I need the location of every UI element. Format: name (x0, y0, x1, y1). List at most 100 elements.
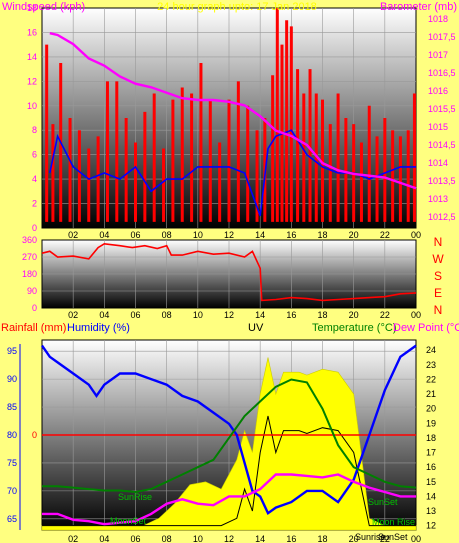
wind-x-tick-label: 10 (193, 230, 203, 240)
windspeed-axis-title: Windspeed (kph) (2, 1, 85, 13)
env-x-tick-label: 06 (130, 534, 140, 543)
barometer-tick-label: 1013 (428, 194, 448, 204)
windspeed-tick-label: 14 (27, 52, 37, 62)
temperature-tick-label: 16 (426, 462, 436, 472)
direction-tick-label: 0 (32, 303, 37, 313)
compass-label: N (434, 303, 443, 317)
temperature-tick-label: 15 (426, 477, 436, 487)
windspeed-tick-label: 8 (32, 125, 37, 135)
temperature-tick-label: 22 (426, 374, 436, 384)
humidity-tick-label: 95 (7, 346, 17, 356)
direction-tick-label: 360 (22, 235, 37, 245)
moonrise-annotation: Moon Rise (372, 517, 415, 527)
compass-label: W (432, 252, 444, 266)
wind-x-tick-label: 04 (99, 230, 109, 240)
temperature-tick-label: 19 (426, 418, 436, 428)
barometer-tick-label: 1015,5 (428, 104, 456, 114)
env-x-tick-label: 04 (99, 534, 109, 543)
barometer-tick-label: 1016 (428, 86, 448, 96)
barometer-line (49, 32, 417, 190)
tick-labels: 0246810121416181012,510131013,510141014,… (7, 3, 456, 543)
barometer-tick-label: 1015 (428, 122, 448, 132)
env-x-tick-label: 20 (349, 534, 359, 543)
windspeed-tick-label: 6 (32, 150, 37, 160)
windspeed-tick-label: 2 (32, 199, 37, 209)
env-x-tick-label: 22 (380, 534, 390, 543)
direction-x-tick-label: 08 (162, 310, 172, 320)
temperature-tick-label: 21 (426, 389, 436, 399)
moonset-annotation: MoonSet (110, 516, 147, 526)
env-x-tick-label: 00 (411, 534, 421, 543)
windspeed-tick-label: 18 (27, 3, 37, 13)
env-x-tick-label: 12 (224, 534, 234, 543)
barometer-tick-label: 1013,5 (428, 176, 456, 186)
graph-date-title: 24 hour graph upto: 17 Jan 2018 (157, 1, 317, 13)
direction-x-tick-label: 12 (224, 310, 234, 320)
temperature-tick-label: 13 (426, 506, 436, 516)
barometer-tick-label: 1014,5 (428, 140, 456, 150)
wind-x-tick-label: 18 (317, 230, 327, 240)
humidity-tick-label: 65 (7, 514, 17, 524)
env-x-tick-label: 08 (162, 534, 172, 543)
sunrise-bottom-annotation: Sunrise (355, 532, 386, 542)
compass-label: E (434, 286, 442, 300)
dewpoint-line (42, 473, 416, 526)
humidity-axis-title: Humidity (%) (67, 322, 130, 334)
direction-x-tick-label: 18 (317, 310, 327, 320)
sunrise-annotation: SunRise (118, 492, 152, 502)
wind-x-tick-label: 00 (411, 230, 421, 240)
barometer-tick-label: 1014 (428, 158, 448, 168)
env-x-tick-label: 14 (255, 534, 265, 543)
direction-x-tick-label: 20 (349, 310, 359, 320)
env-x-tick-label: 16 (286, 534, 296, 543)
direction-x-tick-label: 00 (411, 310, 421, 320)
humidity-tick-label: 75 (7, 458, 17, 468)
rain-tick-label: 0 (32, 430, 37, 440)
direction-tick-label: 270 (22, 252, 37, 262)
humidity-tick-label: 70 (7, 486, 17, 496)
barometer-tick-label: 1012,5 (428, 212, 456, 222)
sunset-annotation: SunSet (368, 497, 398, 507)
env-x-tick-label: 02 (68, 534, 78, 543)
temperature-tick-label: 12 (426, 521, 436, 531)
direction-x-tick-label: 02 (68, 310, 78, 320)
direction-x-tick-label: 22 (380, 310, 390, 320)
direction-x-tick-label: 10 (193, 310, 203, 320)
wind-x-tick-label: 06 (130, 230, 140, 240)
dewpoint-axis-title: Dew Point (°C) (393, 322, 459, 334)
direction-tick-label: 180 (22, 269, 37, 279)
rainfall-axis-title: Rainfall (mm) (1, 322, 66, 334)
direction-x-tick-label: 06 (130, 310, 140, 320)
wind-x-tick-label: 16 (286, 230, 296, 240)
temperature-tick-label: 14 (426, 491, 436, 501)
data-series (41, 8, 417, 527)
barometer-tick-label: 1016,5 (428, 68, 456, 78)
env-x-tick-label: 18 (317, 534, 327, 543)
temperature-tick-label: 20 (426, 404, 436, 414)
uv-line (42, 415, 416, 527)
windspeed-tick-label: 12 (27, 76, 37, 86)
direction-x-tick-label: 04 (99, 310, 109, 320)
wind-x-tick-label: 22 (380, 230, 390, 240)
wind-x-tick-label: 02 (68, 230, 78, 240)
wind-x-tick-label: 08 (162, 230, 172, 240)
windspeed-tick-label: 4 (32, 174, 37, 184)
windspeed-tick-label: 0 (32, 223, 37, 233)
barometer-tick-label: 1017 (428, 50, 448, 60)
direction-x-tick-label: 14 (255, 310, 265, 320)
wind-direction-line (41, 242, 417, 302)
wind-x-tick-label: 12 (224, 230, 234, 240)
windspeed-tick-label: 16 (27, 27, 37, 37)
compass-label: N (434, 235, 443, 249)
temperature-tick-label: 23 (426, 360, 436, 370)
uv-axis-title: UV (248, 322, 264, 334)
humidity-tick-label: 80 (7, 430, 17, 440)
temperature-line (42, 378, 417, 494)
barometer-axis-title: Barometer (mb) (380, 1, 457, 13)
env-x-tick-label: 10 (193, 534, 203, 543)
windspeed-tick-label: 10 (27, 101, 37, 111)
temperature-tick-label: 24 (426, 345, 436, 355)
temperature-axis-title: Temperature (°C) (312, 322, 396, 334)
humidity-tick-label: 85 (7, 402, 17, 412)
